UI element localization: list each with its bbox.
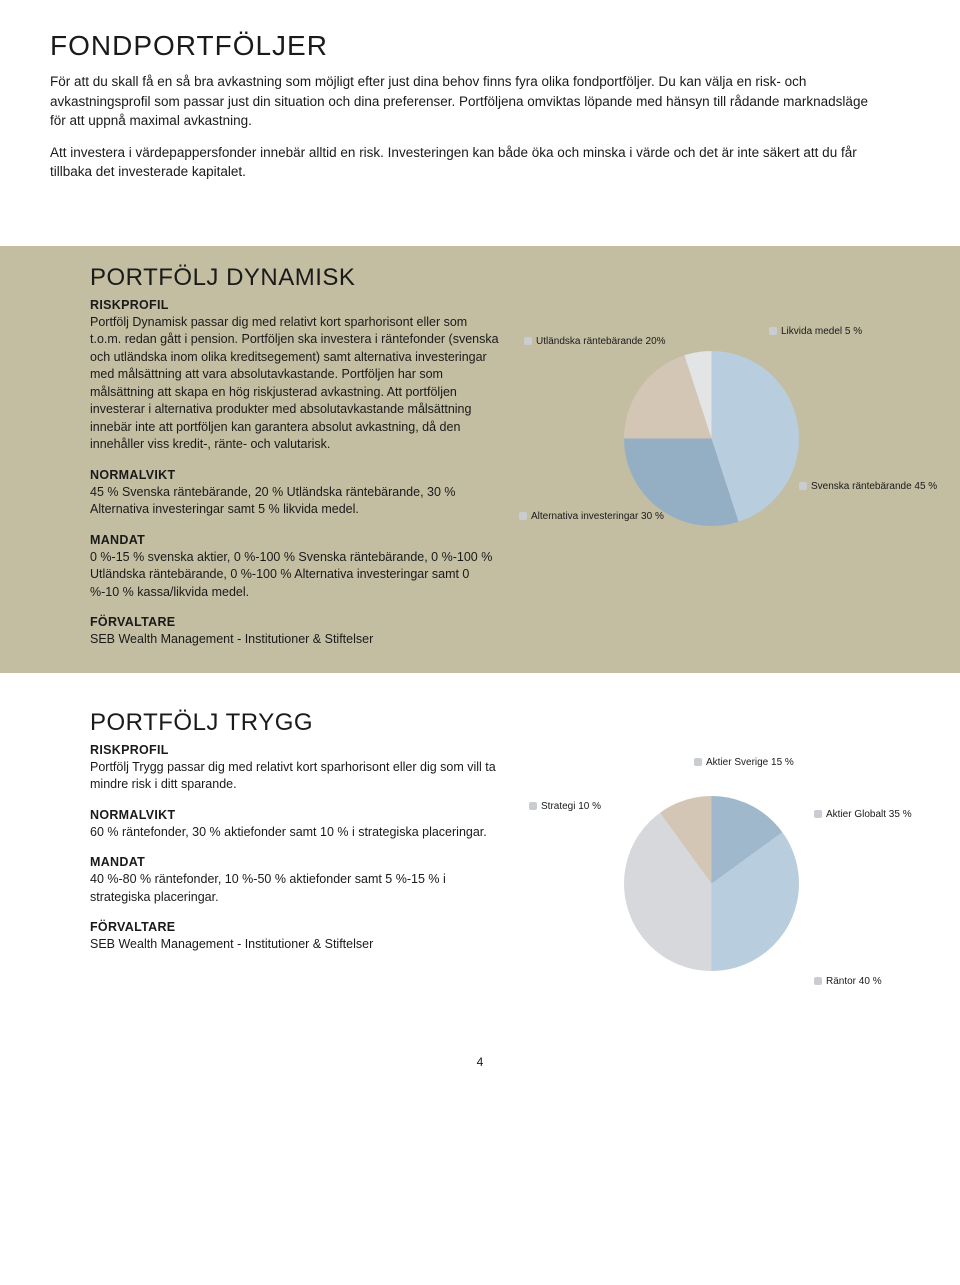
subhead-riskprofil: RISKPROFIL	[90, 743, 500, 757]
chart-label-text: Svenska räntebärande 45 %	[811, 481, 937, 492]
subhead-normalvikt: NORMALVIKT	[90, 468, 500, 482]
trygg-chart-col: Aktier Sverige 15 % Aktier Globalt 35 % Rä…	[524, 743, 910, 1011]
subhead-mandat: MANDAT	[90, 855, 500, 869]
dynamisk-mandat: 0 %-15 % svenska aktier, 0 %-100 % Svens…	[90, 549, 500, 602]
legend-dot-icon	[769, 327, 777, 335]
dynamisk-forvaltare: SEB Wealth Management - Institutioner & …	[90, 631, 500, 649]
subhead-forvaltare: FÖRVALTARE	[90, 615, 500, 629]
chart-label: Utländska räntebärande 20%	[524, 336, 666, 347]
pie-chart-dynamisk: Svenska räntebärande 45 %Alternativa inv…	[524, 306, 894, 566]
trygg-mandat: 40 %-80 % räntefonder, 10 %-50 % aktiefo…	[90, 871, 500, 906]
subhead-mandat: MANDAT	[90, 533, 500, 547]
section-dynamisk: PORTFÖLJ DYNAMISK RISKPROFIL Portfölj Dy…	[0, 252, 960, 673]
section-title-dynamisk: PORTFÖLJ DYNAMISK	[90, 264, 910, 292]
legend-dot-icon	[519, 512, 527, 520]
chart-label-text: Räntor 40 %	[826, 976, 882, 987]
pie-graphic	[624, 796, 799, 971]
subhead-riskprofil: RISKPROFIL	[90, 298, 500, 312]
pie-graphic	[624, 351, 799, 526]
chart-label-text: Aktier Sverige 15 %	[706, 757, 794, 768]
pie-chart-trygg: Aktier Sverige 15 %Aktier Globalt 35 %Rä…	[524, 751, 894, 1011]
trygg-riskprofil: Portfölj Trygg passar dig med relativt k…	[90, 759, 500, 794]
section-trygg: PORTFÖLJ TRYGG RISKPROFIL Portfölj Trygg…	[0, 673, 960, 1035]
chart-label: Svenska räntebärande 45 %	[799, 481, 937, 492]
chart-label: Aktier Globalt 35 %	[814, 809, 912, 820]
chart-label-text: Utländska räntebärande 20%	[536, 336, 666, 347]
intro-paragraph-2: Att investera i värdepappersfonder inneb…	[50, 143, 870, 182]
legend-dot-icon	[799, 482, 807, 490]
dynamisk-text-col: RISKPROFIL Portfölj Dynamisk passar dig …	[90, 298, 500, 649]
chart-label-text: Likvida medel 5 %	[781, 326, 862, 337]
intro-paragraph-1: För att du skall få en så bra avkastning…	[50, 72, 870, 131]
page-header: FONDPORTFÖLJER För att du skall få en så…	[0, 0, 960, 224]
dynamisk-normalvikt: 45 % Svenska räntebärande, 20 % Utländsk…	[90, 484, 500, 519]
legend-dot-icon	[529, 802, 537, 810]
chart-label-text: Strategi 10 %	[541, 801, 601, 812]
chart-label-text: Alternativa investeringar 30 %	[531, 511, 664, 522]
chart-label: Alternativa investeringar 30 %	[519, 511, 664, 522]
main-title: FONDPORTFÖLJER	[50, 30, 910, 62]
dynamisk-riskprofil: Portfölj Dynamisk passar dig med relativ…	[90, 314, 500, 454]
legend-dot-icon	[524, 337, 532, 345]
subhead-normalvikt: NORMALVIKT	[90, 808, 500, 822]
legend-dot-icon	[814, 977, 822, 985]
dynamisk-chart-col: Svenska räntebärande 45 %Alternativa inv…	[524, 298, 910, 649]
chart-label: Likvida medel 5 %	[769, 326, 862, 337]
chart-label: Aktier Sverige 15 %	[694, 757, 794, 768]
trygg-forvaltare: SEB Wealth Management - Institutioner & …	[90, 936, 500, 954]
legend-dot-icon	[814, 810, 822, 818]
trygg-normalvikt: 60 % räntefonder, 30 % aktiefonder samt …	[90, 824, 500, 842]
trygg-text-col: RISKPROFIL Portfölj Trygg passar dig med…	[90, 743, 500, 1011]
page-number: 4	[0, 1035, 960, 1079]
subhead-forvaltare: FÖRVALTARE	[90, 920, 500, 934]
legend-dot-icon	[694, 758, 702, 766]
chart-label: Strategi 10 %	[529, 801, 601, 812]
section-title-trygg: PORTFÖLJ TRYGG	[90, 709, 910, 737]
chart-label: Räntor 40 %	[814, 976, 882, 987]
chart-label-text: Aktier Globalt 35 %	[826, 809, 912, 820]
